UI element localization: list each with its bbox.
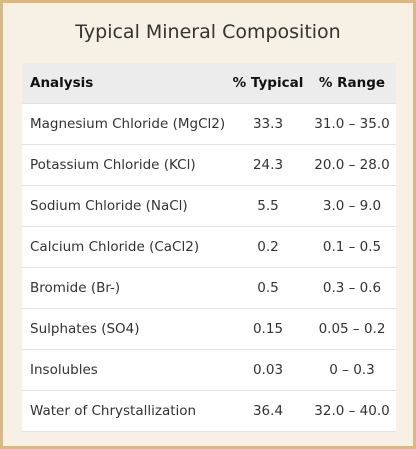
- table-cell: 0.2: [228, 226, 308, 268]
- table-cell: 0.1 – 0.5: [308, 226, 396, 268]
- table-cell: 0.03: [228, 349, 308, 391]
- table-cell: 5.5: [228, 185, 308, 227]
- table-cell: 0.3 – 0.6: [308, 267, 396, 309]
- table-cell: 3.0 – 9.0: [308, 185, 396, 227]
- table-cell: 0.05 – 0.2: [308, 308, 396, 350]
- table-cell: Bromide (Br-): [22, 267, 228, 309]
- table-cell: Magnesium Chloride (MgCl2): [22, 103, 228, 145]
- title: Typical Mineral Composition: [75, 21, 341, 43]
- table-cell: Insolubles: [22, 349, 228, 391]
- table-cell: 33.3: [228, 103, 308, 145]
- table-cell: Sulphates (SO4): [22, 308, 228, 350]
- table-cell: 31.0 – 35.0: [308, 103, 396, 145]
- table-cell: Potassium Chloride (KCl): [22, 144, 228, 186]
- table-row: Sulphates (SO4) 0.15 0.05 – 0.2: [22, 308, 396, 350]
- table-row: Sodium Chloride (NaCl) 5.5 3.0 – 9.0: [22, 185, 396, 227]
- table-cell: 20.0 – 28.0: [308, 144, 396, 186]
- table-cell: 36.4: [228, 390, 308, 432]
- table-cell: Sodium Chloride (NaCl): [22, 185, 228, 227]
- table-cell: 0.5: [228, 267, 308, 309]
- header-cell: % Range: [308, 63, 396, 104]
- table-cell: 32.0 – 40.0: [308, 390, 396, 432]
- table-row: Water of Chrystallization 36.4 32.0 – 40.0: [22, 390, 396, 432]
- table-row: Insolubles 0.03 0 – 0.3: [22, 349, 396, 391]
- composition-table: Analysis% Typical% Range Magnesium Chlor…: [22, 63, 396, 432]
- header-cell: Analysis: [22, 63, 228, 104]
- table-cell: 24.3: [228, 144, 308, 186]
- table-row: Magnesium Chloride (MgCl2) 33.3 31.0 – 35.…: [22, 103, 396, 145]
- table-row: Potassium Chloride (KCl) 24.3 20.0 – 28.0: [22, 144, 396, 186]
- table-row: Calcium Chloride (CaCl2) 0.2 0.1 – 0.5: [22, 226, 396, 268]
- header-cell: % Typical: [228, 63, 308, 104]
- header-row: Analysis% Typical% Range: [22, 63, 396, 104]
- table-row: Bromide (Br-) 0.5 0.3 – 0.6: [22, 267, 396, 309]
- table-cell: 0.15: [228, 308, 308, 350]
- table-cell: 0 – 0.3: [308, 349, 396, 391]
- table-cell: Water of Chrystallization: [22, 390, 228, 432]
- table-body: Magnesium Chloride (MgCl2) 33.3 31.0 – 35.…: [22, 103, 396, 432]
- table-cell: Calcium Chloride (CaCl2): [22, 226, 228, 268]
